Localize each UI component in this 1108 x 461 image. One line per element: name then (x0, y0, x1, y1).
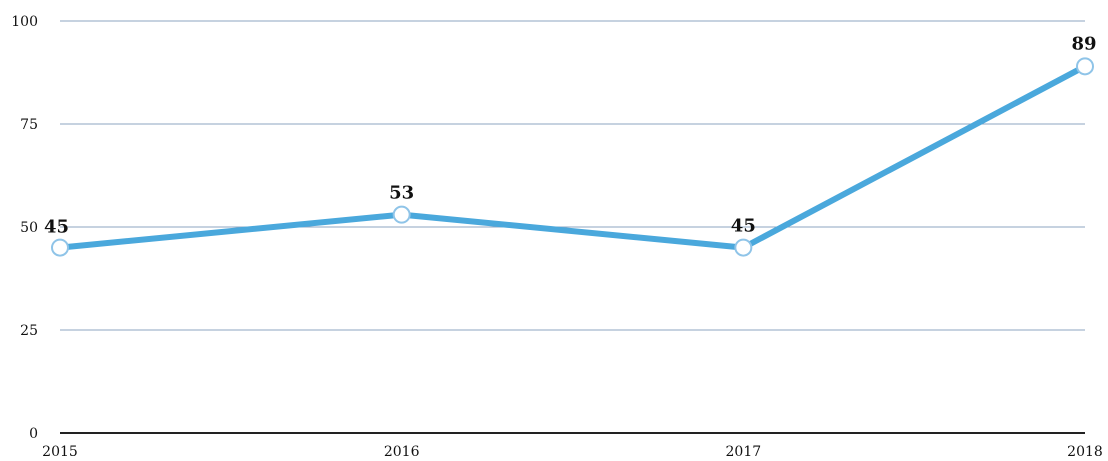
data-label: 45 (44, 217, 69, 238)
data-label: 53 (389, 183, 414, 204)
y-tick-label: 75 (20, 117, 38, 133)
x-tick-label: 2016 (384, 444, 420, 460)
data-label: 89 (1071, 33, 1096, 54)
x-tick-label: 2017 (726, 444, 762, 460)
y-tick-label: 50 (20, 220, 38, 236)
x-tick-label: 2018 (1067, 444, 1103, 460)
series-line (57, 63, 1088, 251)
data-point (1076, 57, 1094, 76)
y-axis-ticks: 0 25 50 75 100 (11, 14, 38, 442)
series-revenue (51, 57, 1094, 257)
y-tick-label: 100 (11, 14, 38, 30)
data-point (734, 238, 753, 257)
data-point (392, 205, 411, 224)
data-label: 45 (731, 216, 756, 237)
y-tick-label: 0 (29, 426, 38, 442)
gridlines (60, 20, 1085, 434)
x-tick-label: 2015 (42, 444, 78, 460)
y-tick-label: 25 (20, 323, 38, 339)
x-axis-ticks: 2015 2016 2017 2018 (42, 444, 1103, 460)
data-point (51, 238, 69, 257)
data-labels: 45 53 45 89 (44, 33, 1097, 237)
